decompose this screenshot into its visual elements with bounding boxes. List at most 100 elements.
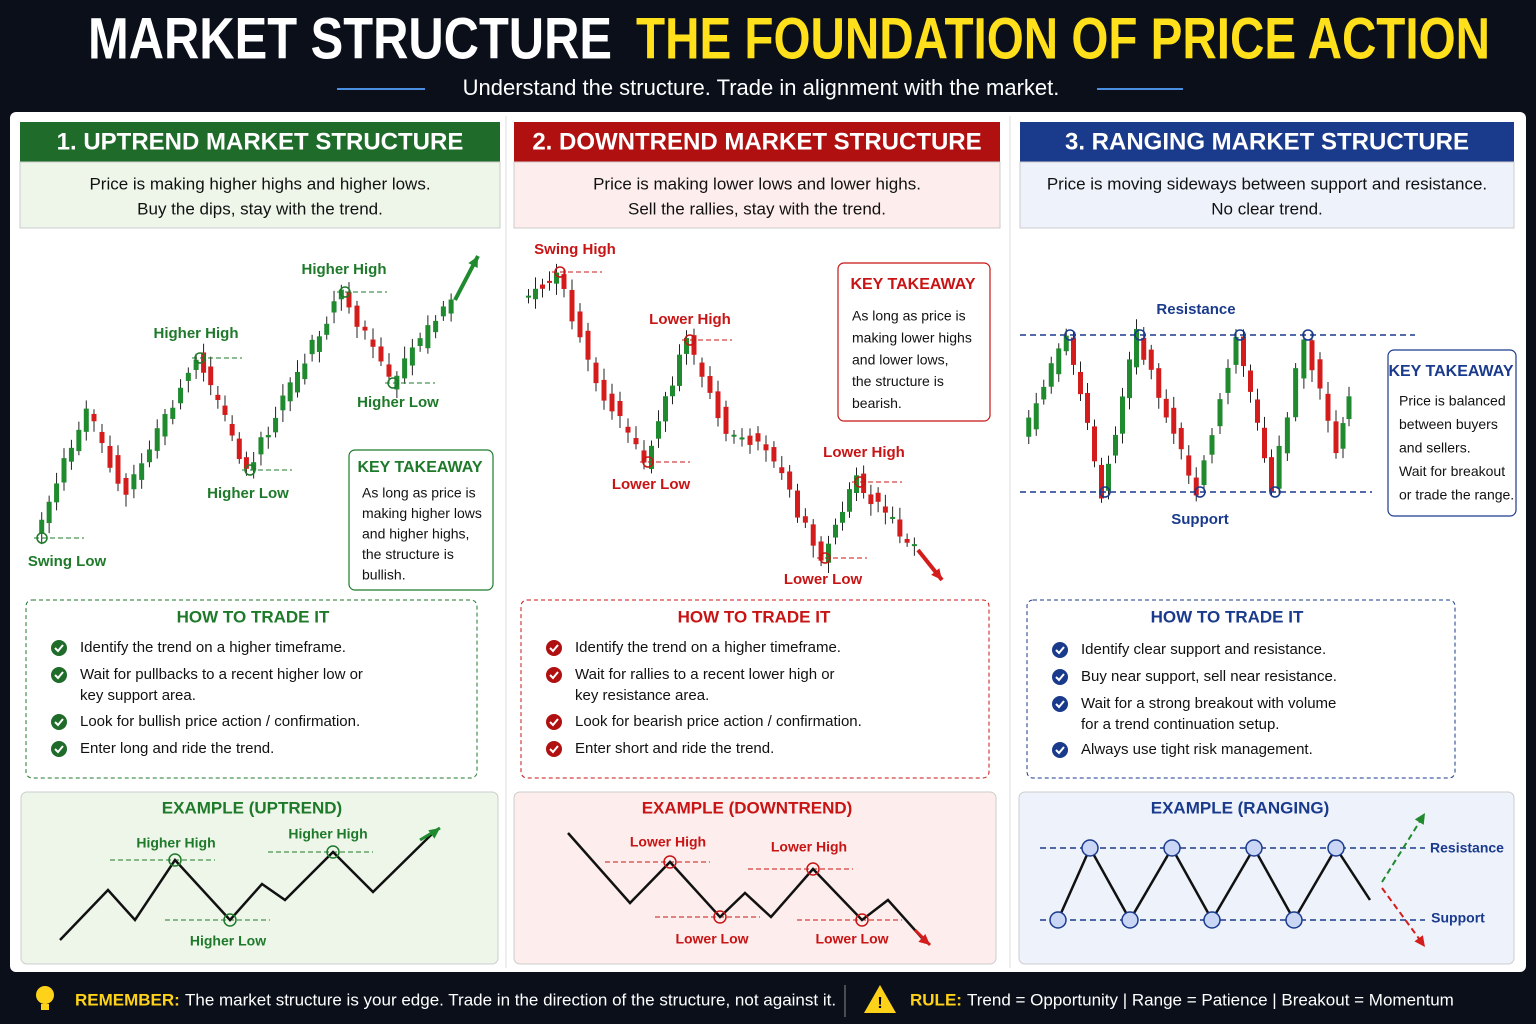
check-mark	[54, 671, 64, 680]
description: Buy the dips, stay with the trend.	[137, 199, 383, 218]
candle-body	[533, 288, 538, 300]
check-icon	[546, 640, 562, 656]
candle-body	[440, 306, 446, 317]
takeaway-line: or trade the range.	[1399, 487, 1514, 503]
candle-body	[1171, 407, 1177, 434]
description: Price is making higher highs and higher …	[89, 174, 430, 193]
candle-body	[547, 280, 552, 283]
candle-body	[1178, 427, 1184, 450]
candle-body	[331, 301, 337, 313]
candle-body	[1248, 370, 1253, 392]
how-to-item: Enter short and ride the trend.	[575, 740, 774, 757]
candle-body	[1340, 423, 1346, 449]
candle-body	[1186, 455, 1192, 476]
swing-marker	[855, 913, 869, 927]
candle-body	[585, 330, 591, 360]
candle-body	[609, 393, 615, 412]
panel-title: 1. UPTREND MARKET STRUCTURE	[57, 128, 464, 155]
candle-body	[185, 372, 191, 381]
check-mark	[549, 718, 559, 727]
candle-body	[715, 391, 721, 419]
example-label: Higher High	[288, 826, 367, 842]
remember-text: The market structure is your edge. Trade…	[185, 990, 836, 1009]
swing-marker	[244, 464, 256, 476]
example-label: Lower High	[771, 839, 847, 855]
candle-body	[779, 467, 785, 474]
description: No clear trend.	[1211, 199, 1323, 218]
candle-body	[911, 544, 917, 547]
swing-marker	[387, 377, 399, 389]
candle-body	[107, 445, 113, 468]
how-to-item: key support area.	[80, 687, 196, 704]
how-to-item: Look for bullish price action / confirma…	[80, 713, 360, 730]
swing-marker	[1245, 839, 1263, 857]
candle-body	[625, 426, 631, 433]
example-label: Higher Low	[190, 933, 266, 949]
takeaway-line: making higher lows	[362, 505, 482, 521]
example-label: Lower Low	[675, 931, 748, 947]
takeaway-line: and higher highs,	[362, 526, 469, 542]
candle-body	[309, 339, 315, 355]
example-label: Support	[1431, 910, 1485, 926]
candle-body	[691, 335, 697, 355]
check-icon	[51, 640, 67, 656]
swing-marker	[1327, 839, 1345, 857]
candle-body	[1201, 460, 1207, 486]
candle-body	[1056, 348, 1062, 375]
how-to-item: Buy near support, sell near resistance.	[1081, 668, 1337, 685]
swing-marker	[1269, 486, 1281, 498]
candle-body	[833, 524, 838, 538]
how-to-title: HOW TO TRADE IT	[678, 607, 831, 626]
candle-body	[222, 405, 228, 415]
candle-body	[178, 387, 184, 404]
swing-marker	[339, 286, 351, 298]
chart-label: Higher Low	[357, 394, 439, 411]
swing-marker	[713, 910, 727, 924]
how-to-item: Identify the trend on a higher timeframe…	[80, 639, 346, 656]
breakout-down	[1381, 887, 1421, 941]
check-mark	[1055, 673, 1065, 682]
candle-body	[1317, 359, 1323, 389]
candle-body	[1099, 464, 1104, 499]
takeaway-line: Price is balanced	[1399, 393, 1506, 409]
candle-body	[670, 385, 675, 397]
how-to-box	[25, 599, 478, 779]
how-to-item: Enter long and ride the trend.	[80, 740, 274, 757]
check-icon	[1052, 642, 1068, 658]
candle-body	[810, 524, 816, 546]
candle-body	[771, 447, 777, 462]
arrow-head	[468, 256, 478, 268]
candle-body	[540, 284, 545, 289]
candle-body	[1071, 337, 1076, 365]
candle-body	[258, 437, 264, 455]
candle-body	[386, 364, 392, 377]
takeaway-line: As long as price is	[852, 308, 966, 324]
chart-label: Support	[1171, 511, 1229, 528]
candle-body	[1255, 399, 1260, 423]
candle-body	[1163, 398, 1169, 418]
candle-body	[354, 305, 360, 327]
candle-body	[649, 445, 654, 469]
candle-body	[617, 401, 623, 417]
check-icon	[1052, 669, 1068, 685]
check-icon	[1052, 696, 1068, 712]
example-label: Lower Low	[815, 931, 888, 947]
takeaway-line: between buyers	[1399, 416, 1498, 432]
candle-body	[448, 299, 454, 314]
swing-marker	[1099, 486, 1111, 498]
candle-body	[139, 463, 145, 480]
swing-marker	[642, 456, 654, 468]
candle-body	[243, 457, 249, 469]
title-highlight: THE FOUNDATION OF PRICE ACTION	[636, 6, 1490, 71]
candle-body	[433, 320, 439, 333]
candle-body	[208, 366, 214, 386]
takeaway-line: and lower lows,	[852, 351, 949, 367]
swing-marker	[684, 334, 696, 346]
candle-body	[265, 435, 271, 438]
how-to-title: HOW TO TRADE IT	[1151, 607, 1304, 626]
candle-body	[868, 494, 874, 505]
swing-marker	[854, 476, 866, 488]
takeaway-line: As long as price is	[362, 485, 476, 501]
candle-body	[554, 272, 559, 284]
